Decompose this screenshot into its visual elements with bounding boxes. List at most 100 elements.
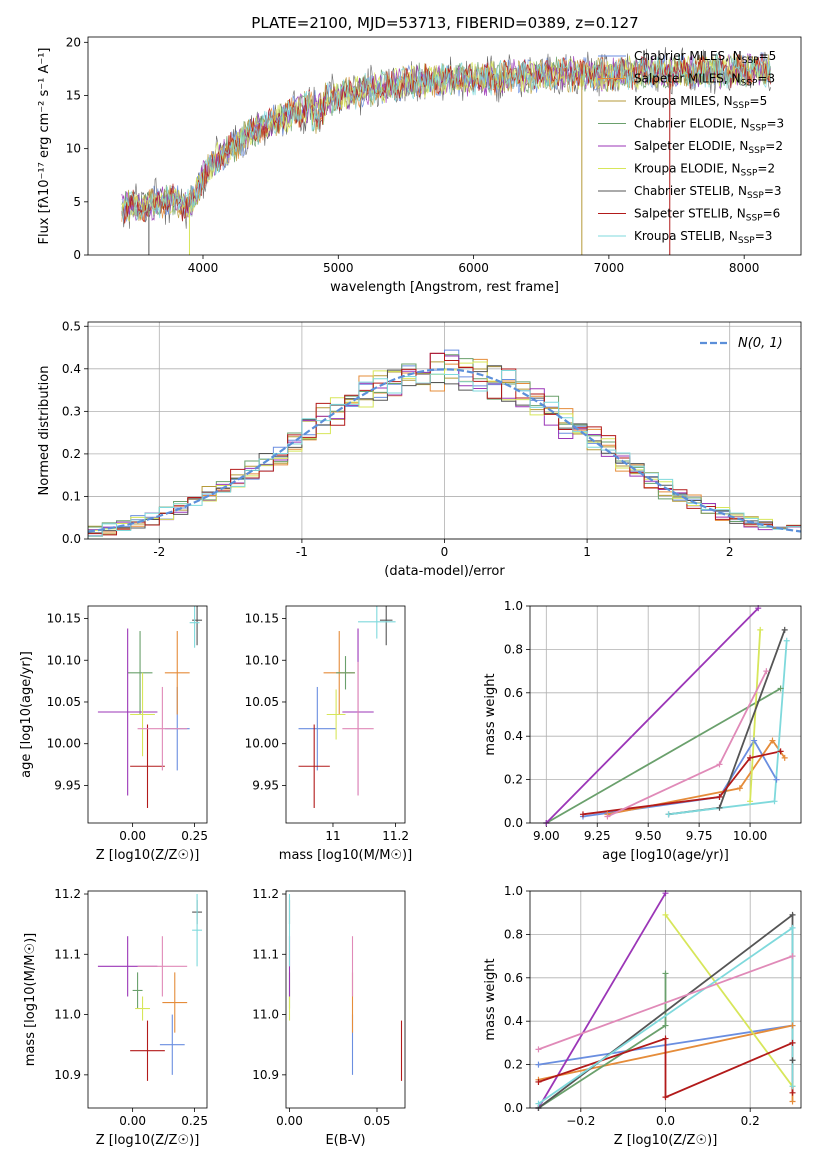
y-tick-label: 1.0 (504, 884, 523, 898)
weight-marker (579, 811, 586, 818)
legend-label: Chabrier ELODIE, NSSP=3 (634, 117, 784, 134)
legend-label: Salpeter ELODIE, NSSP=2 (634, 139, 783, 156)
legend-subscript: SSP (747, 191, 764, 201)
axes-5: 0.00 0.25 10.9 11.0 11.1 11.2 Z [log10(Z/Z☉)] m… (23, 887, 208, 1148)
axes-frame (529, 890, 802, 1109)
spectrum-line-8 (121, 53, 771, 221)
legend-value: =5 (750, 94, 768, 108)
x-tick-label: 0.00 (119, 1114, 146, 1128)
y-tick-label: 0.0 (504, 1101, 523, 1115)
x-axis-label: Z [log10(Z/Z☉)] (96, 1133, 200, 1148)
plot-area (97, 894, 203, 1081)
y-tick-label: 11.1 (252, 947, 279, 961)
legend-normal-label: N(0, 1) (738, 336, 783, 351)
y-tick-label: 0.0 (504, 816, 523, 830)
legend-subscript: SSP (742, 56, 759, 66)
histogram-8 (88, 369, 801, 539)
weight-line-8 (538, 955, 793, 1051)
x-tick-label: -1 (296, 545, 308, 559)
legend-value: =6 (763, 207, 781, 221)
weight-marker (771, 798, 778, 805)
x-tick-label: 0.2 (741, 1114, 760, 1128)
y-tick-label: 5 (73, 195, 81, 209)
y-tick-label: 10.00 (245, 737, 279, 751)
axes-frame (87, 605, 208, 824)
y-axis-label: Normed distribution (37, 366, 52, 496)
x-tick-label: 8000 (729, 261, 760, 275)
axes-2: 0.00 0.25 9.95 10.00 10.05 10.10 10.15 Z [log10… (19, 605, 208, 863)
weight-marker (604, 813, 611, 820)
x-tick-label: 5000 (323, 261, 354, 275)
x-axis-label: mass [log10(M/M☉)] (279, 848, 412, 863)
weight-marker (665, 811, 672, 818)
x-tick-label: 9.00 (533, 829, 560, 843)
legend-subscript: SSP (746, 214, 763, 224)
weight-marker (535, 1046, 542, 1053)
y-tick-label: 9.95 (54, 778, 81, 792)
legend-label: Kroupa ELODIE, NSSP=2 (634, 162, 775, 179)
spectrum-legend: Chabrier MILES, NSSP=5 Salpeter MILES, NS… (598, 49, 784, 246)
weight-line-6 (582, 750, 781, 816)
weight-marker (763, 668, 770, 675)
x-tick-label: 11 (325, 829, 340, 843)
y-tick-label: 10.10 (245, 653, 279, 667)
axes-frame (87, 36, 802, 256)
x-tick-label: 10.00 (733, 829, 767, 843)
y-axis-label: mass [log10(M/M☉)] (23, 933, 38, 1066)
y-tick-label: 10.15 (47, 612, 81, 626)
axes-6: 0.00 0.05 10.9 11.0 11.1 11.2 E(B-V) (252, 887, 406, 1148)
weight-marker (716, 761, 723, 768)
y-tick-label: 0.2 (504, 1058, 523, 1072)
legend-value: =3 (755, 229, 773, 243)
x-tick-label: 0.25 (181, 1114, 208, 1128)
weight-marker (789, 1098, 796, 1105)
y-tick-label: 10.10 (47, 653, 81, 667)
x-axis-label: E(B-V) (325, 1133, 365, 1148)
y-tick-label: 0.6 (504, 686, 523, 700)
plot-area (121, 47, 771, 255)
axes-frame (285, 890, 406, 1109)
weight-marker (716, 793, 723, 800)
y-tick-label: 20 (66, 35, 81, 49)
y-tick-label: 11.2 (54, 887, 81, 901)
legend-value: =3 (764, 184, 782, 198)
x-tick-label: 0.00 (119, 829, 146, 843)
x-tick-label: 0.00 (276, 1114, 303, 1128)
legend-value: =5 (759, 49, 777, 63)
x-tick-label: 9.75 (686, 829, 713, 843)
y-tick-label: 10.05 (47, 695, 81, 709)
y-tick-label: 0.8 (504, 642, 523, 656)
x-axis-label: wavelength [Angstrom, rest frame] (330, 280, 559, 295)
weight-line-4 (749, 629, 762, 802)
normal-curve (88, 368, 801, 533)
legend-subscript: SSP (748, 146, 765, 156)
weight-line-3 (545, 607, 759, 823)
x-tick-label: 0.25 (181, 829, 208, 843)
x-tick-label: 0.0 (656, 1114, 675, 1128)
y-tick-label: 1.0 (504, 599, 523, 613)
y-tick-label: 11.1 (54, 947, 81, 961)
y-tick-label: 0.3 (62, 404, 81, 418)
y-tick-label: 0 (73, 248, 81, 262)
weight-marker (662, 1035, 669, 1042)
y-axis-label: mass weight (483, 673, 498, 755)
x-tick-label: 1 (583, 545, 591, 559)
y-axis-label: Flux [fλ10⁻¹⁷ erg cm⁻² s⁻¹ A⁻¹] (37, 48, 52, 245)
plot-area (88, 349, 801, 539)
y-tick-label: 10.9 (252, 1068, 279, 1082)
legend-label: Kroupa MILES, NSSP=5 (634, 94, 767, 111)
weight-marker (777, 748, 784, 755)
axes-frame (87, 321, 802, 540)
y-tick-label: 0.4 (62, 362, 81, 376)
weight-marker (751, 737, 758, 744)
figure-title: PLATE=2100, MJD=53713, FIBERID=0389, z=0… (251, 14, 638, 32)
weight-line-2 (538, 973, 667, 1108)
legend-label: Kroupa STELIB, NSSP=3 (634, 229, 772, 246)
weight-marker (789, 1057, 796, 1064)
plot-area (545, 607, 788, 823)
weight-marker (783, 637, 790, 644)
weight-marker (789, 1089, 796, 1096)
x-axis-label: Z [log10(Z/Z☉)] (614, 1133, 718, 1148)
legend-subscript: SSP (738, 236, 755, 246)
